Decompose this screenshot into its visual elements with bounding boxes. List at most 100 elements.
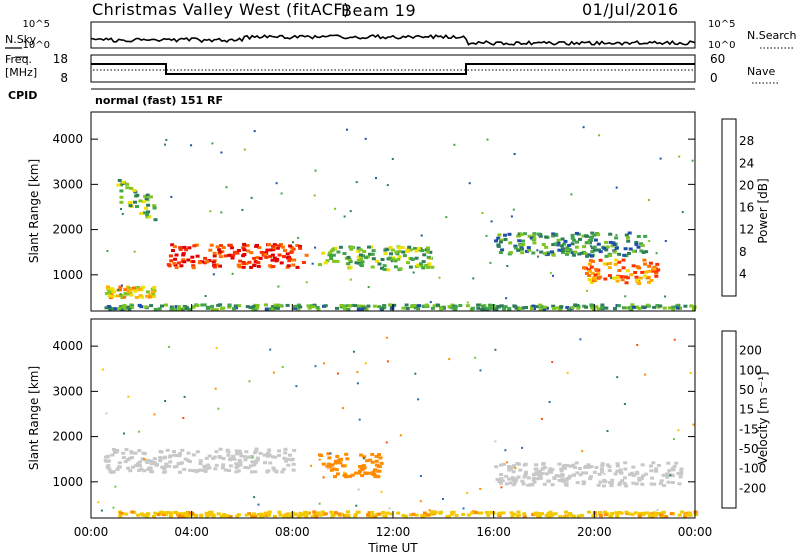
heatmap-cell (273, 455, 277, 459)
heatmap-speck (548, 401, 551, 403)
heatmap-cell (146, 210, 151, 214)
heatmap-cell (677, 482, 682, 486)
heatmap-cell (143, 458, 148, 462)
heatmap-cell (415, 263, 420, 267)
heatmap-cell (227, 243, 232, 247)
heatmap-cell (577, 467, 582, 470)
heatmap-cell (624, 254, 629, 258)
heatmap-cell (680, 510, 685, 514)
heatmap-cell (547, 515, 552, 519)
heatmap-cell (565, 247, 570, 251)
heatmap-cell (392, 303, 397, 307)
heatmap-cell (344, 513, 349, 517)
heatmap-cell (194, 470, 199, 474)
heatmap-cell (214, 263, 219, 267)
heatmap-cell (533, 472, 538, 476)
heatmap-cell (270, 455, 275, 459)
heatmap-cell (382, 268, 387, 271)
heatmap-cell (389, 252, 393, 256)
heatmap-cell (590, 250, 595, 254)
heatmap-speck (341, 407, 344, 410)
heatmap-speck (220, 211, 223, 214)
heatmap-cell (229, 246, 234, 250)
heatmap-cell (476, 306, 481, 310)
heatmap-cell (596, 272, 601, 276)
heatmap-cell (637, 514, 642, 518)
heatmap-cell (583, 466, 588, 469)
freq-tick-high: 18 (53, 52, 68, 66)
heatmap-cell (106, 464, 111, 468)
heatmap-cell (470, 306, 475, 310)
heatmap-cell (186, 451, 191, 455)
heatmap-cell (535, 471, 540, 474)
heatmap-cell (190, 255, 195, 259)
heatmap-speck (644, 373, 647, 376)
heatmap-cell (598, 258, 603, 262)
heatmap-speck (143, 458, 146, 460)
heatmap-cell (589, 254, 594, 258)
heatmap-speck (375, 177, 377, 180)
heatmap-cell (519, 245, 524, 249)
heatmap-cell (168, 454, 173, 458)
heatmap-cell (249, 251, 254, 255)
heatmap-cell (589, 239, 593, 242)
heatmap-cell (636, 235, 641, 238)
heatmap-cell (542, 482, 547, 486)
heatmap-cell (167, 464, 172, 468)
heatmap-cell (667, 469, 672, 473)
heatmap-cell (328, 251, 332, 255)
heatmap-speck (442, 498, 444, 500)
heatmap-cell (615, 275, 620, 279)
heatmap-cell (513, 481, 517, 485)
heatmap-cell (354, 261, 359, 265)
heatmap-cell (333, 461, 338, 465)
heatmap-cell (346, 262, 351, 266)
heatmap-cell (326, 462, 331, 466)
heatmap-cell (204, 456, 209, 460)
heatmap-cell (184, 514, 189, 518)
heatmap-cell (607, 266, 612, 270)
heatmap-cell (604, 240, 608, 244)
heatmap-cell (152, 461, 157, 465)
heatmap-cell (153, 511, 158, 515)
heatmap-cell (585, 272, 589, 275)
heatmap-cell (191, 260, 196, 264)
heatmap-cell (133, 289, 138, 293)
heatmap-cell (283, 249, 287, 252)
heatmap-cell (637, 266, 642, 270)
heatmap-cell (481, 307, 486, 311)
heatmap-cell (146, 468, 151, 471)
heatmap-speck (623, 403, 626, 405)
heatmap-speck (123, 432, 125, 435)
heatmap-speck (615, 234, 618, 236)
heatmap-cell (323, 304, 328, 308)
heatmap-cell (626, 239, 631, 243)
heatmap-cell (601, 484, 606, 488)
heatmap-cell (394, 250, 399, 254)
heatmap-cell (658, 513, 663, 517)
heatmap-cell (639, 477, 644, 481)
heatmap-cell (370, 452, 375, 456)
heatmap-speck (356, 382, 359, 385)
heatmap-cell (361, 304, 366, 308)
heatmap-cell (488, 306, 493, 310)
heatmap-cell (596, 242, 601, 246)
heatmap-cell (255, 306, 260, 310)
heatmap-cell (119, 195, 124, 199)
heatmap-cell (622, 481, 627, 485)
heatmap-cell (202, 464, 207, 468)
heatmap-cell (503, 305, 508, 309)
heatmap-cell (499, 304, 504, 308)
heatmap-cell (654, 274, 659, 278)
heatmap-cell (220, 466, 225, 470)
heatmap-cell (152, 206, 157, 210)
heatmap-cell (172, 453, 177, 457)
heatmap-cell (137, 449, 142, 453)
heatmap-cell (600, 306, 605, 309)
heatmap-cell (165, 448, 170, 452)
heatmap-cell (671, 307, 676, 311)
heatmap-cell (542, 251, 547, 255)
heatmap-cell (496, 243, 501, 247)
heatmap-speck (190, 144, 193, 147)
heatmap-cell (283, 513, 288, 517)
